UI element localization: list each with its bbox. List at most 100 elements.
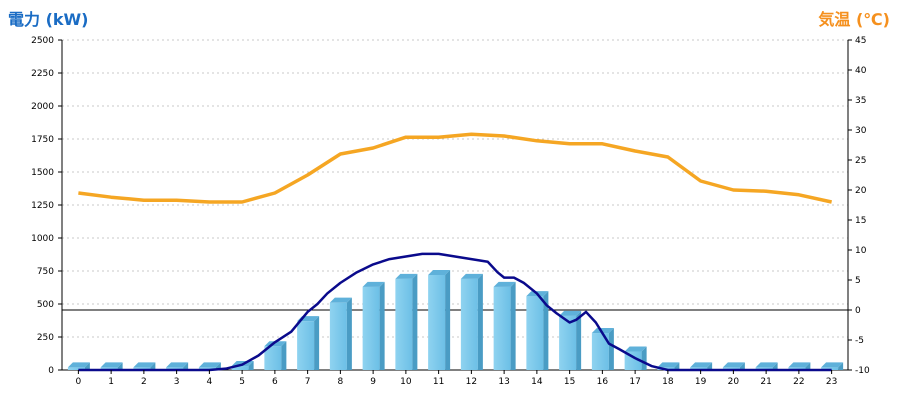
x-tick-label: 6	[272, 377, 278, 387]
bar-side	[84, 362, 90, 370]
bar-face	[198, 367, 216, 370]
bar-side	[314, 316, 320, 370]
bar-face	[460, 278, 478, 370]
x-tick-label: 20	[728, 377, 740, 387]
bar-face	[166, 367, 184, 370]
bar	[67, 362, 90, 370]
bar-face	[133, 367, 151, 370]
bar	[526, 291, 549, 370]
right-tick-label: 40	[855, 66, 867, 76]
x-tick-label: 5	[239, 377, 245, 387]
x-tick-label: 13	[498, 377, 509, 387]
bar-face	[428, 274, 446, 370]
bar	[395, 273, 418, 370]
bar-side	[707, 362, 713, 370]
bar-face	[624, 351, 642, 370]
bar-top	[755, 362, 778, 368]
bar-face	[231, 366, 249, 370]
bar	[755, 362, 778, 370]
bar-side	[543, 291, 549, 370]
bar-face	[690, 367, 708, 370]
bar-side	[183, 362, 189, 370]
bar-side	[412, 273, 418, 370]
x-tick-label: 23	[826, 377, 837, 387]
left-axis-title: 電力 (kW)	[8, 10, 89, 29]
bar	[591, 328, 614, 370]
bar	[297, 316, 320, 370]
bar-face	[362, 286, 380, 370]
right-axis-title: 気温 (℃)	[818, 10, 890, 29]
bar-top	[624, 346, 647, 352]
bar-side	[805, 362, 811, 370]
x-tick-label: 21	[760, 377, 771, 387]
bar-face	[755, 367, 773, 370]
bar-face	[297, 321, 315, 370]
x-tick-label: 2	[141, 377, 147, 387]
right-tick-label: 45	[855, 36, 866, 46]
bar-side	[608, 328, 614, 370]
right-tick-label: 30	[855, 126, 867, 136]
bar-top	[821, 362, 844, 368]
bar-top	[166, 362, 189, 368]
bar-top	[559, 310, 582, 316]
bar-top	[395, 273, 418, 279]
x-tick-label: 18	[662, 377, 674, 387]
bar-top	[591, 328, 614, 334]
bar-face	[722, 367, 740, 370]
left-tick-label: 1750	[31, 135, 54, 145]
x-tick-label: 12	[466, 377, 477, 387]
left-tick-label: 1500	[31, 168, 54, 178]
x-tick-label: 15	[564, 377, 575, 387]
x-tick-label: 16	[597, 377, 609, 387]
left-tick-label: 2000	[31, 102, 54, 112]
left-tick-label: 1250	[31, 201, 54, 211]
bar-top	[329, 297, 352, 303]
bar-side	[477, 273, 483, 370]
bar-face	[559, 315, 577, 370]
bar-top	[362, 281, 385, 287]
left-tick-label: 0	[48, 366, 54, 376]
x-tick-label: 7	[305, 377, 311, 387]
right-tick-label: 25	[855, 156, 866, 166]
bar-side	[281, 341, 287, 370]
bar-side	[838, 362, 844, 370]
x-tick-label: 22	[793, 377, 804, 387]
x-tick-label: 17	[629, 377, 640, 387]
temperature-line	[78, 132, 833, 204]
bar	[362, 281, 385, 370]
right-tick-label: -10	[855, 366, 870, 376]
left-tick-label: 250	[37, 333, 54, 343]
right-tick-label: 10	[855, 246, 867, 256]
x-tick-label: 19	[695, 377, 707, 387]
bar	[624, 346, 647, 370]
left-tick-label: 750	[37, 267, 54, 277]
bar-top	[722, 362, 745, 368]
bar-top	[788, 362, 811, 368]
bar-side	[445, 269, 451, 370]
bar	[690, 362, 713, 370]
bar-side	[248, 361, 254, 370]
bar	[722, 362, 745, 370]
bar-face	[395, 278, 413, 370]
left-tick-label: 1000	[31, 234, 54, 244]
bar	[329, 297, 352, 370]
bar-face	[100, 367, 118, 370]
bar-top	[657, 362, 680, 368]
bar-face	[788, 367, 806, 370]
grid-layer	[62, 39, 848, 338]
bar-top	[460, 273, 483, 279]
bar-face	[821, 367, 839, 370]
x-tick-label: 4	[207, 377, 213, 387]
bar-top	[198, 362, 221, 368]
bar-face	[329, 302, 347, 370]
x-tick-label: 11	[433, 377, 444, 387]
x-tick-label: 0	[76, 377, 82, 387]
left-tick-label: 500	[37, 300, 54, 310]
right-tick-label: 20	[855, 186, 867, 196]
right-tick-label: 5	[855, 276, 861, 286]
bar	[559, 310, 582, 370]
bar	[264, 341, 287, 370]
bar	[428, 269, 451, 370]
bars-layer	[67, 269, 844, 370]
bar-side	[379, 281, 385, 370]
